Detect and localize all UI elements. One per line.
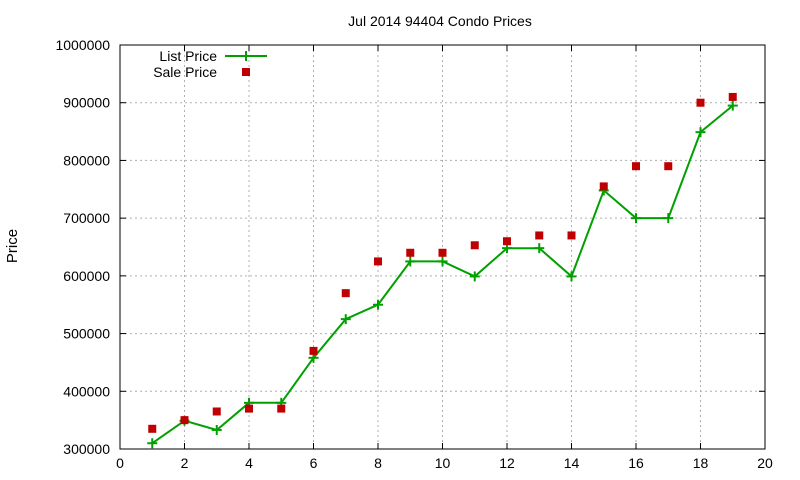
x-tick-label: 16 (628, 455, 644, 471)
sale-price-point (212, 407, 221, 416)
x-tick-label: 0 (116, 455, 124, 471)
sale-price-point (277, 404, 286, 413)
y-tick-label: 300000 (63, 441, 110, 457)
x-tick-label: 20 (757, 455, 773, 471)
list-price-point (631, 213, 641, 224)
x-tick-label: 12 (499, 455, 515, 471)
y-tick-label: 900000 (63, 95, 110, 111)
y-tick-label: 700000 (63, 210, 110, 226)
list-price-point (695, 127, 706, 138)
y-tick-label: 500000 (63, 326, 110, 342)
list-price-point (405, 256, 416, 267)
axis-ticks: 0 2 4 6 8 10 12 14 16 18 20 300000 400000 500000 60000… (55, 37, 773, 471)
list-price-point (534, 243, 545, 254)
y-tick-label: 600000 (63, 268, 110, 284)
x-tick-label: 6 (310, 455, 318, 471)
legend: List Price Sale Price (153, 48, 267, 80)
y-axis-label: Price (4, 229, 21, 263)
x-tick-label: 2 (181, 455, 189, 471)
y-tick-label: 1000000 (55, 37, 110, 53)
sale-price-point (245, 404, 253, 413)
x-tick-label: 4 (245, 455, 253, 471)
sale-price-point (728, 92, 737, 101)
legend-marker-list-price (241, 51, 251, 61)
x-tick-label: 8 (374, 455, 382, 471)
list-price-point (663, 213, 674, 224)
sale-price-point (180, 416, 189, 425)
list-price-point (147, 438, 158, 449)
list-price-point (566, 271, 577, 282)
sale-price-point (470, 241, 479, 250)
legend-label-list-price: List Price (159, 48, 217, 64)
sale-price-point (309, 346, 318, 355)
sale-price-point (696, 98, 705, 107)
sale-price-point (632, 162, 640, 171)
sale-price-point (438, 248, 447, 257)
grid-lines (120, 45, 765, 449)
list-price-point (211, 424, 222, 435)
sale-price-point (341, 289, 350, 298)
chart-title: Jul 2014 94404 Condo Prices (348, 13, 532, 29)
series-layer (147, 92, 738, 449)
x-tick-label: 10 (435, 455, 451, 471)
legend-marker-sale-price (242, 68, 250, 76)
list-price-point (340, 314, 351, 325)
y-tick-label: 800000 (63, 152, 110, 168)
x-tick-label: 14 (564, 455, 580, 471)
list-price-point (727, 100, 738, 111)
list-price-point (373, 299, 383, 310)
sale-price-point (567, 231, 576, 240)
sale-price-point (664, 162, 673, 171)
sale-price-point (503, 237, 511, 246)
list-price-point (469, 271, 480, 282)
y-tick-label: 400000 (63, 383, 110, 399)
sale-price-point (406, 248, 415, 257)
sale-price-point (374, 257, 382, 266)
sale-price-point (148, 424, 157, 433)
x-tick-label: 18 (693, 455, 709, 471)
list-price-point (437, 256, 448, 267)
legend-label-sale-price: Sale Price (153, 64, 217, 80)
sale-price-point (535, 231, 544, 240)
sale-price-point (599, 182, 608, 191)
